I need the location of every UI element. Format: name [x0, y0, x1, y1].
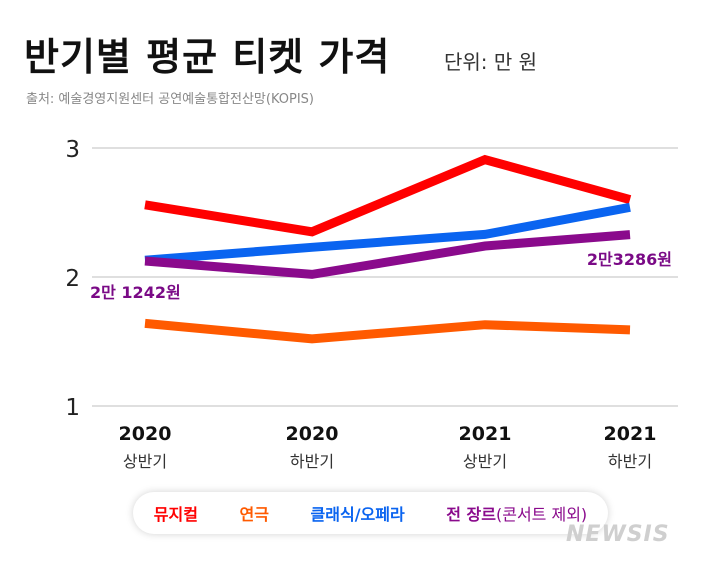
x-tick-year: 2021	[459, 423, 512, 445]
x-tick-year: 2021	[604, 423, 657, 445]
legend-item-all-genres: 전 장르(콘서트 제외)	[446, 501, 587, 525]
legend-item-classic-opera: 클래식/오페라	[311, 501, 405, 525]
x-tick-half: 하반기	[608, 452, 652, 471]
watermark-logo: NEWSIS	[566, 522, 670, 547]
series-line-3	[144, 230, 631, 279]
series-line-2	[144, 202, 631, 265]
x-tick-year: 2020	[286, 423, 339, 445]
series-line-1	[144, 318, 631, 344]
source-note: 출처: 예술경영지원센터 공연예술통합전산망(KOPIS)	[26, 92, 314, 107]
unit-label: 단위: 만 원	[444, 50, 538, 74]
y-tick-label: 3	[65, 137, 80, 163]
legend: 뮤지컬 연극 클래식/오페라 전 장르(콘서트 제외)	[133, 492, 608, 534]
legend-label-play: 연극	[239, 505, 269, 524]
x-tick-half: 하반기	[290, 452, 334, 471]
legend-item-musical: 뮤지컬	[154, 501, 198, 525]
y-tick-label: 2	[65, 266, 80, 292]
legend-note-all-genres: (콘서트 제외)	[496, 505, 588, 524]
legend-item-play: 연극	[240, 501, 269, 525]
x-tick-half: 상반기	[123, 452, 167, 471]
data-label-all-genres-end: 2만3286원	[587, 250, 672, 269]
x-tick-year: 2020	[119, 423, 172, 445]
legend-label-musical: 뮤지컬	[153, 505, 198, 524]
legend-label-all-genres: 전 장르	[446, 505, 496, 524]
x-tick-half: 상반기	[463, 452, 507, 471]
legend-label-classic-opera: 클래식/오페라	[310, 505, 405, 524]
data-label-all-genres-start: 2만 1242원	[90, 283, 181, 302]
chart-title: 반기별 평균 티켓 가격	[24, 35, 391, 79]
y-tick-label: 1	[65, 395, 80, 421]
series-line-0	[144, 154, 632, 237]
